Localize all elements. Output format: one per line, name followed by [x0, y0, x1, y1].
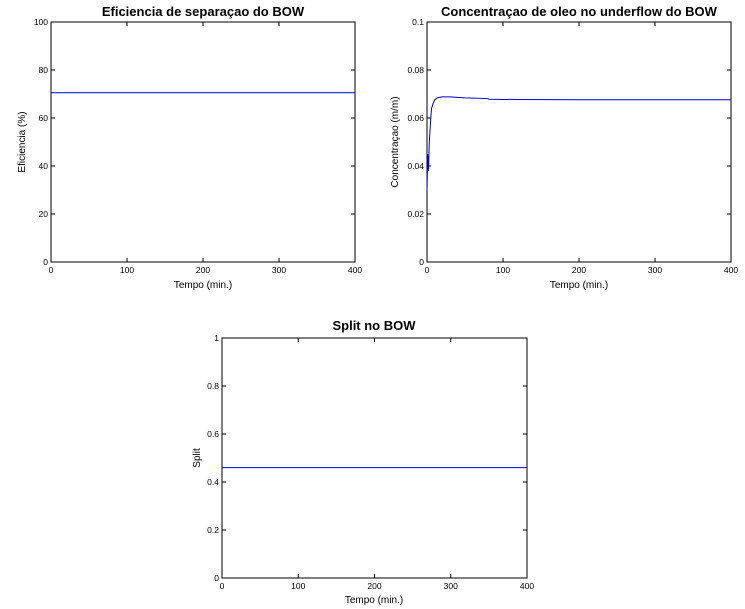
y-axis-label: Eficiencia (%): [17, 111, 28, 172]
y-tick-label: 0.8: [207, 381, 219, 391]
y-tick-label: 0.04: [407, 161, 424, 171]
series-line: [426, 96, 731, 191]
tick-group: 0 100 200 300 400 0 0.2 0.4 0.6 0.8 1: [207, 333, 534, 591]
chart-title: Eficiencia de separaçao do BOW: [102, 4, 305, 19]
y-tick-label: 0: [214, 573, 219, 583]
chart-efficiency: Eficiencia de separaçao do BOW 0 100 200 30…: [17, 4, 362, 291]
tick-group: 0 100 200 300 400 0 20 40 60 80 100: [34, 17, 363, 275]
x-tick-label: 100: [496, 265, 510, 275]
x-tick-label: 200: [367, 581, 381, 591]
x-tick-label: 100: [120, 265, 134, 275]
plot-area: [50, 21, 356, 263]
x-tick-label: 300: [444, 581, 458, 591]
x-axis-label: Tempo (min.): [174, 280, 232, 291]
y-axis-label: Split: [192, 448, 203, 468]
x-tick-label: 300: [272, 265, 286, 275]
y-tick-label: 0.02: [407, 209, 424, 219]
x-tick-label: 400: [520, 581, 534, 591]
y-tick-label: 0.08: [407, 65, 424, 75]
y-tick-label: 60: [39, 113, 49, 123]
y-tick-label: 0.2: [207, 525, 219, 535]
y-tick-label: 40: [39, 161, 49, 171]
y-tick-label: 20: [39, 209, 49, 219]
y-tick-label: 0.1: [412, 17, 424, 27]
x-tick-label: 400: [724, 265, 738, 275]
y-tick-label: 100: [34, 17, 48, 27]
tick-group: 0 100 200 300 400 0 0.02 0.04 0.06 0.08 0.1: [407, 17, 738, 275]
chart-split: Split no BOW 0 100 200 300 400 0 0.2 0.4 0.6 0.8 1…: [192, 318, 534, 606]
y-axis-label: Concentraçao (m/m): [390, 96, 401, 187]
plot-area: [221, 337, 528, 579]
y-tick-label: 0.6: [207, 429, 219, 439]
x-tick-label: 400: [348, 265, 362, 275]
x-axis-label: Tempo (min.): [345, 595, 403, 606]
plot-area: [426, 21, 732, 263]
y-tick-label: 0: [43, 257, 48, 267]
y-tick-label: 1: [214, 333, 219, 343]
x-tick-label: 200: [572, 265, 586, 275]
chart-oil-concentration: Concentraçao de oleo no underflow do BOW…: [390, 4, 738, 291]
x-tick-label: 0: [425, 265, 430, 275]
x-tick-label: 0: [49, 265, 54, 275]
y-tick-label: 0.06: [407, 113, 424, 123]
y-tick-label: 0.4: [207, 477, 219, 487]
chart-title: Split no BOW: [332, 318, 416, 333]
chart-title: Concentraçao de oleo no underflow do BOW: [441, 4, 718, 19]
x-tick-label: 200: [196, 265, 210, 275]
x-axis-label: Tempo (min.): [550, 280, 608, 291]
series-group: [426, 96, 731, 191]
x-tick-label: 300: [648, 265, 662, 275]
x-tick-label: 100: [291, 581, 305, 591]
y-tick-label: 0: [419, 257, 424, 267]
x-tick-label: 0: [220, 581, 225, 591]
y-tick-label: 80: [39, 65, 49, 75]
